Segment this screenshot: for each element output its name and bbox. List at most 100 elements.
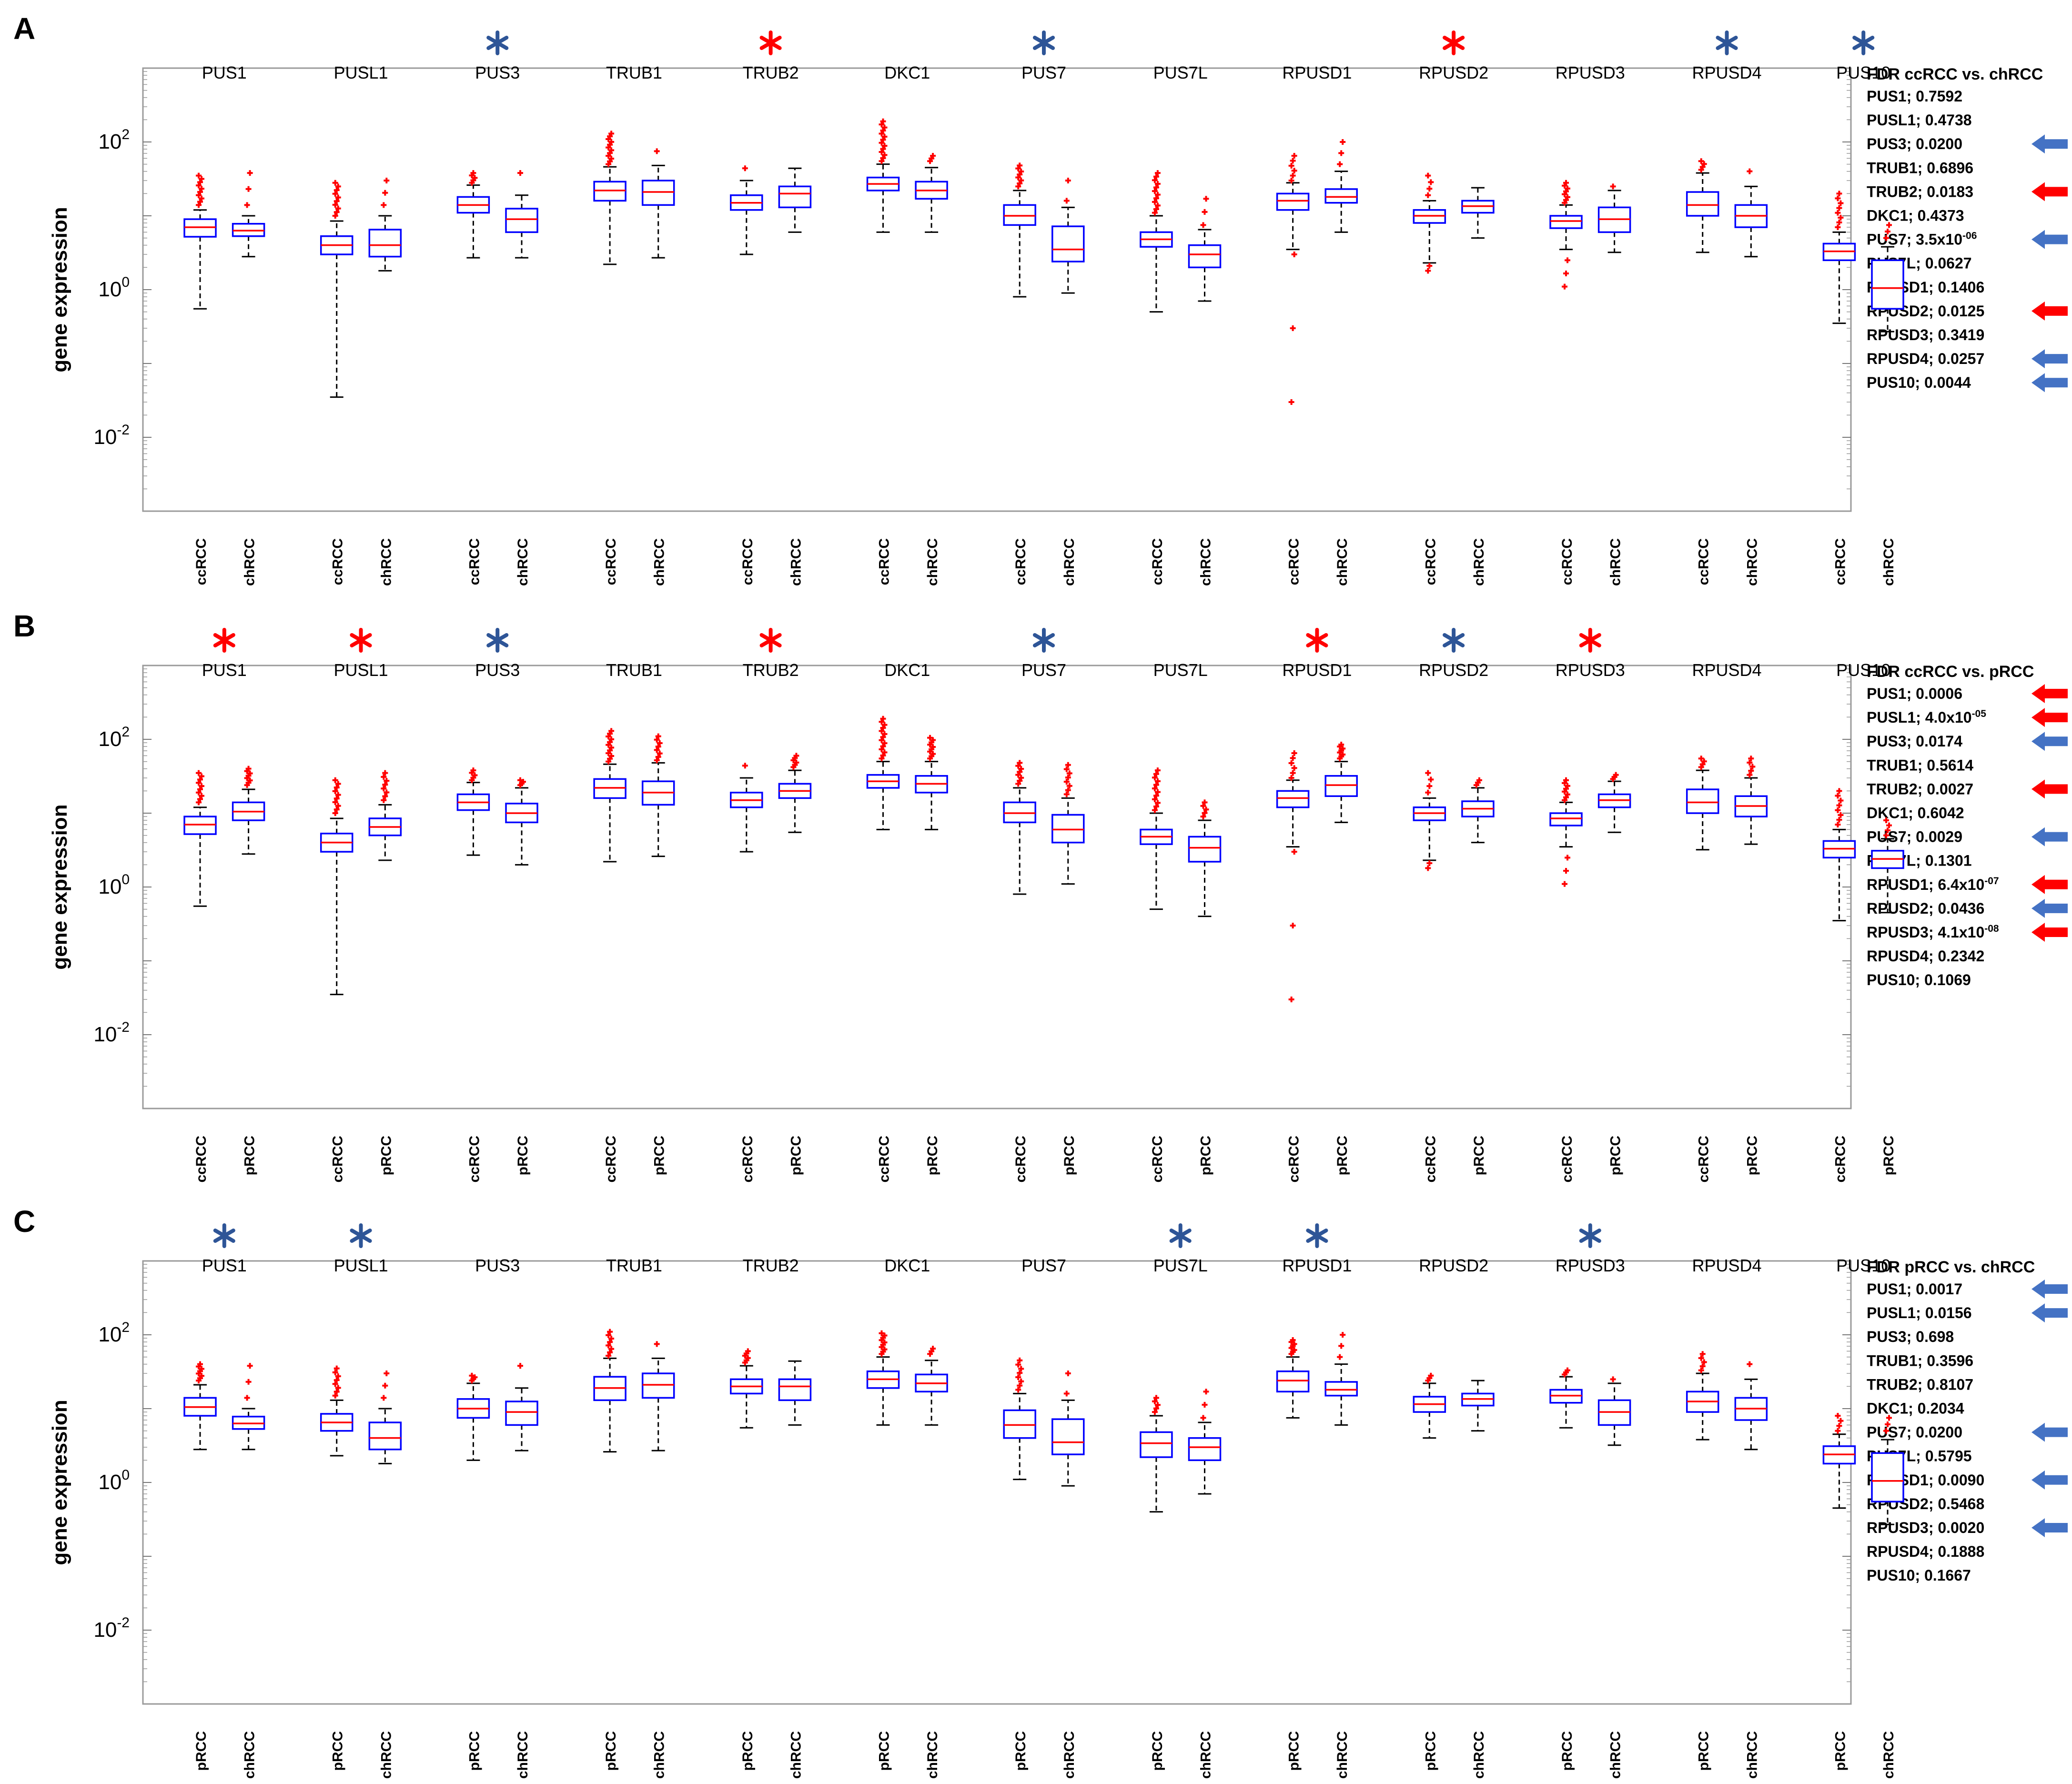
fdr-value: PUS1; 0.0017 xyxy=(1867,1280,1962,1298)
box xyxy=(1276,1370,1310,1393)
boxplot-chRCC: chRCC xyxy=(778,1360,812,1779)
fdr-value: TRUB2; 0.0027 xyxy=(1867,780,1973,797)
outlier-point xyxy=(381,797,387,803)
boxplot-pRCC: pRCC xyxy=(1188,799,1222,1175)
fdr-arrow-blue xyxy=(2032,134,2068,154)
fdr-entry: PUS10; 0.1667 xyxy=(1867,1567,1971,1584)
outlier-point xyxy=(879,149,885,155)
gene-group-DKC1: DKC1 pRCC chRCC xyxy=(866,1256,948,1779)
outlier-point xyxy=(1563,867,1569,874)
gene-label: RPUSD2 xyxy=(1419,63,1488,82)
boxplot-chRCC: chRCC xyxy=(1188,1389,1222,1779)
outlier-point xyxy=(881,731,888,737)
outlier-point xyxy=(1288,775,1294,781)
outlier-point xyxy=(1838,214,1844,221)
outlier-point xyxy=(1063,766,1070,772)
boxplot-ccRCC: ccRCC xyxy=(1686,158,1719,585)
outlier-point xyxy=(1562,788,1567,795)
boxplot-pRCC: pRCC xyxy=(1597,772,1631,1175)
fdr-entry: TRUB2; 0.0027 xyxy=(1867,780,1973,797)
outlier-point xyxy=(1883,235,1889,241)
outlier-point xyxy=(199,783,204,789)
outlier-point xyxy=(1017,1382,1023,1389)
outlier-point xyxy=(1152,188,1158,194)
outlier-point xyxy=(1701,161,1707,167)
outlier-point xyxy=(1065,762,1071,768)
plot-frame xyxy=(142,665,1852,1109)
outlier-point xyxy=(1565,257,1570,263)
outlier-point xyxy=(1203,196,1209,202)
outlier-point xyxy=(881,124,888,131)
fdr-value: PUS10; 0.0044 xyxy=(1867,374,1971,391)
boxplot-pRCC: pRCC xyxy=(730,1348,763,1771)
outlier-point xyxy=(881,749,888,756)
outlier-point xyxy=(1835,822,1841,828)
outlier-point xyxy=(1340,1332,1346,1338)
gene-label: RPUSD3 xyxy=(1556,63,1625,82)
fdr-entry: PUS10; 0.1069 xyxy=(1867,971,1971,988)
y-tick-mantissa: 10 xyxy=(98,1471,121,1494)
outlier-point xyxy=(1288,178,1294,184)
fdr-value: DKC1; 0.6042 xyxy=(1867,805,1964,822)
outlier-point xyxy=(1565,194,1570,200)
box xyxy=(1003,1409,1036,1439)
boxplot-ccRCC: ccRCC xyxy=(1140,170,1173,585)
gene-label: PUS3 xyxy=(475,63,520,82)
outlier-point xyxy=(384,789,390,796)
gene-group-PUS1: PUS1 ccRCC chRCC xyxy=(183,63,265,586)
outlier-point xyxy=(1836,788,1842,794)
x-group-label: ccRCC xyxy=(1559,538,1575,585)
gene-group-PUS10: PUS10 ccRCC chRCC xyxy=(1822,30,1904,586)
outlier-point xyxy=(927,735,933,741)
x-group-label: chRCC xyxy=(1881,1731,1897,1779)
outlier-point xyxy=(196,192,202,198)
y-tick-exponent: 2 xyxy=(121,127,130,142)
outlier-point xyxy=(244,202,250,208)
significance-star xyxy=(213,628,235,653)
outlier-point xyxy=(1428,179,1434,185)
star-stroke xyxy=(213,1229,235,1243)
gene-group-RPUSD4: RPUSD4 ccRCC chRCC xyxy=(1686,30,1768,586)
x-group-label: pRCC xyxy=(740,1731,756,1771)
fdr-title: FDR ccRCC vs. chRCC xyxy=(1867,65,2043,83)
x-group-label: pRCC xyxy=(652,1136,667,1175)
y-tick-mantissa: 10 xyxy=(98,1323,121,1346)
gene-group-PUSL1: PUSL1 pRCC chRCC xyxy=(320,1223,402,1779)
outlier-point xyxy=(1153,184,1159,191)
y-tick-mantissa: 10 xyxy=(93,1023,117,1046)
boxplot-pRCC: pRCC xyxy=(1413,1372,1446,1771)
y-tick-exponent: 0 xyxy=(121,274,130,290)
outlier-point xyxy=(1288,760,1294,766)
outlier-point xyxy=(1017,171,1023,178)
outlier-point xyxy=(1291,168,1297,174)
x-group-label: ccRCC xyxy=(740,538,756,585)
outlier-point xyxy=(332,213,338,219)
outlier-point xyxy=(1562,283,1567,290)
outlier-point xyxy=(880,155,886,161)
outlier-point xyxy=(879,728,885,734)
x-group-label: pRCC xyxy=(1471,1136,1487,1175)
fdr-arrow-red xyxy=(2032,923,2068,942)
outlier-point xyxy=(742,763,748,769)
outlier-point xyxy=(654,736,660,743)
x-group-label: ccRCC xyxy=(1013,1136,1029,1182)
boxplot-ccRCC: ccRCC xyxy=(320,180,354,585)
fdr-entry: RPUSD3; 4.1x10-08 xyxy=(1867,923,1999,941)
gene-label: PUS10 xyxy=(1836,1256,1890,1275)
outlier-point xyxy=(1290,923,1296,929)
outlier-point xyxy=(1563,777,1569,783)
x-group-label: ccRCC xyxy=(1696,538,1712,585)
outlier-point xyxy=(382,782,388,788)
gene-label: PUS3 xyxy=(475,660,520,680)
outlier-point xyxy=(1698,167,1704,173)
outlier-point xyxy=(1562,797,1567,803)
outlier-point xyxy=(335,803,341,809)
x-group-label: ccRCC xyxy=(1150,538,1165,585)
x-group-label: chRCC xyxy=(1608,1731,1624,1779)
fdr-entry: PUSL1; 4.0x10-05 xyxy=(1867,708,1986,726)
outlier-point xyxy=(1017,760,1023,766)
boxplot-pRCC: pRCC xyxy=(1276,1337,1310,1771)
box xyxy=(1871,1452,1904,1502)
outlier-point xyxy=(880,725,886,731)
